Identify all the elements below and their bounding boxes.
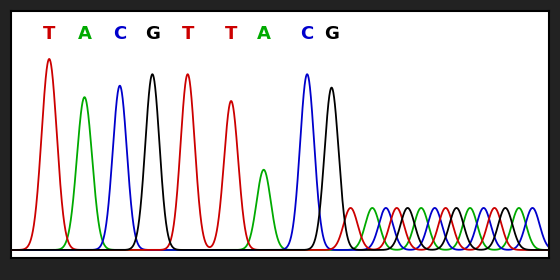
- Text: G: G: [324, 25, 339, 43]
- Text: C: C: [113, 25, 127, 43]
- Text: T: T: [225, 25, 237, 43]
- Text: C: C: [301, 25, 314, 43]
- Text: A: A: [78, 25, 91, 43]
- Text: T: T: [181, 25, 194, 43]
- Text: A: A: [257, 25, 270, 43]
- Text: T: T: [43, 25, 55, 43]
- Text: G: G: [145, 25, 160, 43]
